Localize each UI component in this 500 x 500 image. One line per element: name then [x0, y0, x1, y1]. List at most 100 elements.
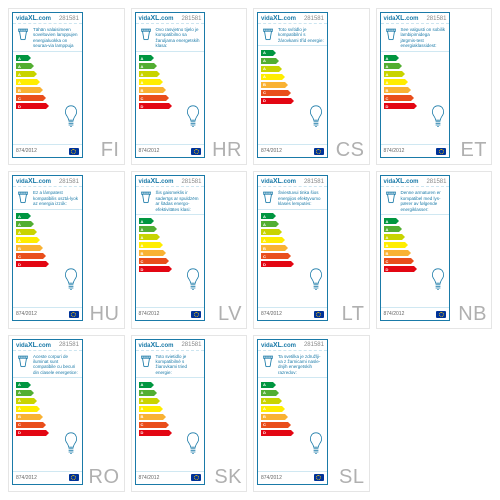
- energy-arrow: C: [139, 95, 169, 101]
- energy-arrow: A: [261, 221, 279, 227]
- energy-arrow-row: A: [16, 381, 79, 388]
- energy-arrow: A: [384, 63, 402, 69]
- energy-arrow-row: A: [384, 218, 447, 225]
- energy-arrow-row: A: [261, 405, 324, 412]
- info-row: Tähän valaisimeen soveltuvien lamppujen …: [13, 24, 82, 52]
- regulation-text: 874/2012: [261, 475, 282, 481]
- label-footer: 874/2012: [381, 144, 450, 157]
- language-code: RO: [89, 466, 120, 489]
- energy-arrow: B: [261, 245, 288, 251]
- regulation-text: 874/2012: [139, 475, 160, 481]
- energy-arrow: D: [384, 103, 417, 109]
- energy-arrow: A: [16, 406, 40, 412]
- energy-arrow: A: [261, 237, 285, 243]
- label-cell: vidaXL.com281581Ez a lámpatest kompatibi…: [8, 171, 125, 328]
- arrow-letter: A: [384, 242, 405, 248]
- energy-arrow-row: A: [139, 71, 202, 78]
- energy-arrow: A: [16, 398, 37, 404]
- arrow-letter: B: [139, 250, 163, 256]
- eu-flag-icon: [436, 148, 446, 155]
- arrow-letter: D: [16, 430, 46, 436]
- label-header: vidaXL.com281581: [258, 340, 327, 351]
- energy-arrow: A: [261, 213, 276, 219]
- energy-classes: AAAABCD: [13, 52, 82, 144]
- arrow-letter: D: [261, 98, 291, 104]
- energy-classes: AAAABCD: [258, 210, 327, 308]
- regulation-text: 874/2012: [16, 475, 37, 481]
- energy-label-card: vidaXL.com281581Tähän valaisimeen sovelt…: [12, 12, 83, 158]
- energy-classes: AAAABCD: [136, 52, 205, 144]
- energy-arrow-row: A: [16, 389, 79, 396]
- product-id: 281581: [59, 342, 79, 348]
- energy-arrow: B: [16, 245, 43, 251]
- energy-arrow-row: A: [16, 55, 79, 62]
- label-header: vidaXL.com281581: [258, 176, 327, 187]
- label-header: vidaXL.com281581: [13, 340, 82, 351]
- energy-arrow-row: A: [139, 218, 202, 225]
- bulb-icon: [430, 267, 446, 293]
- energy-arrow: A: [139, 390, 157, 396]
- info-row: Denne armaturen er kompatibel med lys-pæ…: [381, 187, 450, 215]
- label-cell: vidaXL.com281581Toto svítidlo je kompati…: [253, 8, 370, 165]
- label-footer: 874/2012: [258, 307, 327, 320]
- label-cell: vidaXL.com281581Denne armaturen er kompa…: [376, 171, 493, 328]
- energy-classes: AAAABCD: [136, 378, 205, 470]
- energy-arrow-row: A: [139, 55, 202, 62]
- arrow-letter: B: [384, 87, 408, 93]
- arrow-letter: C: [384, 95, 411, 101]
- energy-arrow: D: [16, 261, 49, 267]
- energy-arrow-row: C: [16, 421, 79, 428]
- luminaire-icon: [261, 190, 275, 204]
- energy-classes: AAAABCD: [381, 52, 450, 144]
- energy-arrow: B: [16, 87, 43, 93]
- energy-arrow-row: B: [139, 413, 202, 420]
- bulb-icon: [63, 431, 79, 457]
- brand-logo: vidaXL.com: [384, 178, 419, 185]
- luminaire-icon: [16, 190, 30, 204]
- eu-flag-icon: [69, 311, 79, 318]
- energy-label-card: vidaXL.com281581Ta svetilka je združlji-…: [257, 339, 328, 485]
- label-cell: vidaXL.com281581Šis gaismeklis ir saderī…: [131, 171, 248, 328]
- bulb-icon: [308, 104, 324, 130]
- energy-arrow: A: [16, 382, 31, 388]
- arrow-letter: D: [384, 103, 414, 109]
- energy-arrow: C: [261, 90, 291, 96]
- arrow-letter: C: [384, 258, 411, 264]
- energy-arrow-row: A: [384, 71, 447, 78]
- energy-label-card: vidaXL.com281581Toto svietidlo je kompat…: [135, 339, 206, 485]
- energy-arrow: A: [139, 63, 157, 69]
- energy-arrow: A: [384, 55, 399, 61]
- energy-arrow: B: [139, 87, 166, 93]
- label-footer: 874/2012: [136, 307, 205, 320]
- description-text: Ovo rasvjetno tijelo je kompatibilno sa …: [156, 27, 202, 49]
- energy-arrow-row: A: [384, 226, 447, 233]
- eu-flag-icon: [69, 148, 79, 155]
- label-footer: 874/2012: [136, 144, 205, 157]
- arrow-letter: A: [16, 221, 31, 227]
- brand-logo: vidaXL.com: [384, 15, 419, 22]
- info-row: Ez a lámpatest kompatibilis osztá-lyok a…: [13, 187, 82, 209]
- bulb-icon: [185, 104, 201, 130]
- bulb-icon: [308, 267, 324, 293]
- energy-arrow: C: [261, 422, 291, 428]
- arrow-letter: C: [139, 95, 166, 101]
- energy-arrow-row: A: [261, 221, 324, 228]
- info-row: Šviestuvui tinka šios energijos efektyvu…: [258, 187, 327, 209]
- energy-arrow: A: [16, 79, 40, 85]
- energy-arrow: A: [384, 242, 408, 248]
- brand-logo: vidaXL.com: [261, 15, 296, 22]
- energy-arrow-row: B: [16, 413, 79, 420]
- bulb-icon: [63, 104, 79, 130]
- product-id: 281581: [304, 16, 324, 22]
- energy-arrow-row: A: [16, 79, 79, 86]
- energy-arrow-row: A: [261, 213, 324, 220]
- energy-arrow: A: [16, 213, 31, 219]
- energy-classes: AAAABCD: [13, 378, 82, 470]
- energy-arrow: A: [16, 229, 37, 235]
- brand-logo: vidaXL.com: [261, 178, 296, 185]
- energy-arrow: D: [261, 430, 294, 436]
- brand-logo: vidaXL.com: [139, 15, 174, 22]
- energy-arrow: A: [16, 221, 34, 227]
- eu-flag-icon: [191, 311, 201, 318]
- energy-arrow: A: [139, 234, 160, 240]
